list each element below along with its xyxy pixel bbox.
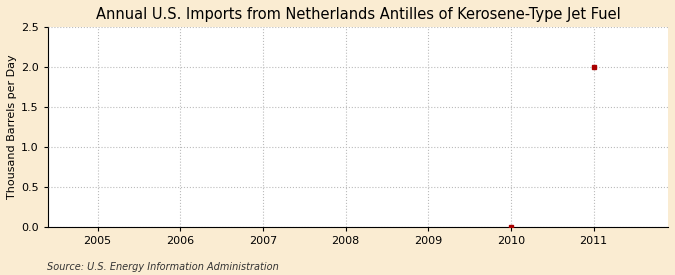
Y-axis label: Thousand Barrels per Day: Thousand Barrels per Day xyxy=(7,55,17,199)
Title: Annual U.S. Imports from Netherlands Antilles of Kerosene-Type Jet Fuel: Annual U.S. Imports from Netherlands Ant… xyxy=(96,7,620,22)
Text: Source: U.S. Energy Information Administration: Source: U.S. Energy Information Administ… xyxy=(47,262,279,272)
